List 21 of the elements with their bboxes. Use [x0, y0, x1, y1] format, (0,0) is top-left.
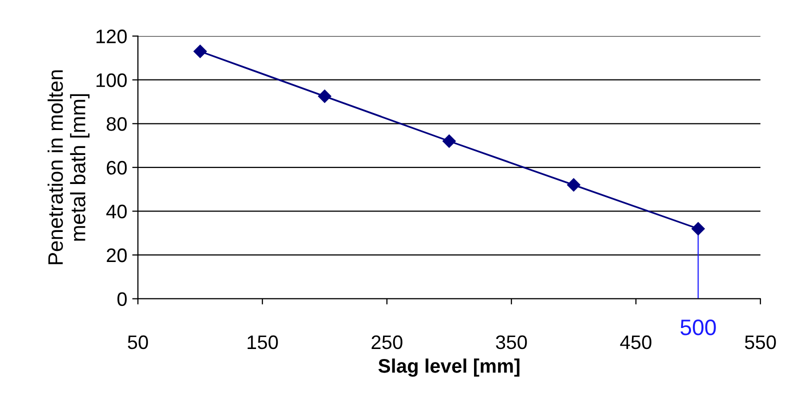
- point: [567, 178, 580, 192]
- point: [194, 44, 207, 58]
- x-tick-label: 50: [128, 335, 148, 350]
- ref-line-label: 500: [680, 320, 716, 336]
- x-tick-label: 250: [372, 335, 402, 350]
- y-tick-label: 40: [106, 204, 127, 218]
- y-tick-label: 100: [96, 73, 127, 88]
- x-tick-label: 150: [248, 335, 278, 350]
- point: [442, 134, 456, 148]
- point: [318, 90, 332, 103]
- y-tick-label: 60: [106, 160, 127, 175]
- y-tick-label: 20: [106, 248, 127, 262]
- y-tick-label: 80: [106, 117, 127, 131]
- y-tick-label: 120: [96, 30, 127, 44]
- x-axis-title: Slag level [mm]: [378, 358, 520, 377]
- x-tick-label: 350: [496, 335, 527, 350]
- y-axis-title: Penetration in molten metal bath [mm]: [48, 70, 90, 264]
- y-tick-label: 0: [117, 292, 127, 306]
- x-tick-label: 550: [744, 335, 776, 350]
- point: [692, 222, 705, 236]
- x-tick-label: 450: [620, 335, 652, 350]
